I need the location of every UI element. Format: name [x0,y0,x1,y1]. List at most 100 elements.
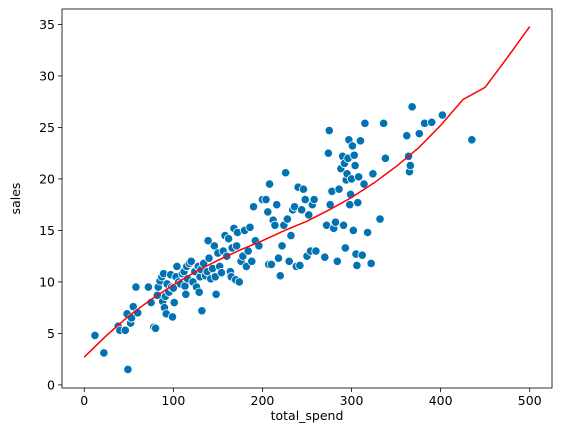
data-point [204,253,214,263]
data-point [304,210,314,220]
data-point [345,200,355,210]
data-point [197,306,207,316]
data-point [194,287,204,297]
fit-line [83,26,531,358]
data-point [300,194,310,205]
data-point [281,168,291,178]
data-point [261,194,271,205]
data-point [311,246,321,256]
y-tick-label: 20 [39,171,55,186]
data-point [405,160,415,171]
data-point [245,222,255,232]
data-point [284,256,294,266]
data-point [298,184,309,194]
data-point [402,131,412,141]
data-point [150,323,161,333]
x-axis-label: total_spend [271,408,344,423]
y-axis-label: sales [8,183,23,215]
data-point [467,135,477,145]
data-point [334,184,344,194]
data-point [349,150,359,160]
data-point [297,205,307,215]
data-point [209,241,219,251]
data-point [272,200,282,210]
y-tick-label: 10 [39,274,55,289]
data-point [270,220,280,230]
data-point [354,172,364,182]
data-point [90,330,100,341]
data-point [99,348,109,358]
data-point [286,230,296,241]
data-point [263,207,273,217]
y-tick-label: 25 [39,120,55,135]
data-point [282,214,292,224]
data-point [128,302,138,312]
data-point [131,282,141,292]
x-tick-label: 200 [251,393,275,408]
data-point [323,148,333,158]
data-point [224,234,234,244]
data-point [366,258,376,268]
y-tick-label: 30 [39,68,55,83]
data-point [324,125,334,136]
data-point [181,289,191,299]
data-point [277,241,287,251]
data-point [332,256,342,266]
data-point [172,261,182,272]
data-point [216,268,227,278]
data-point [427,117,437,127]
data-point [407,102,417,112]
x-tick-label: 0 [80,393,88,408]
x-tick-label: 100 [161,393,185,408]
data-point [123,364,133,375]
data-point [359,179,369,189]
data-point [330,217,341,227]
data-point [320,252,330,262]
data-point [273,253,284,263]
data-point [350,160,360,171]
data-point [437,110,448,120]
data-point [348,225,358,236]
data-point [211,289,221,299]
plot-area [83,26,531,375]
data-point [352,260,362,271]
data-point [203,236,213,246]
data-point [357,250,367,260]
data-point [355,136,366,146]
data-point [340,243,350,253]
data-point [264,179,275,189]
x-tick-label: 500 [518,393,542,408]
data-point [247,256,257,266]
x-tick-label: 400 [429,393,453,408]
data-point [368,169,378,179]
axes: 0 100 200 300 400 500 0 5 10 15 20 25 30 35 [39,8,553,408]
data-point [379,118,389,128]
data-point [248,202,259,212]
data-point [275,271,285,281]
data-point [295,260,305,271]
x-tick-label: 300 [340,393,364,408]
data-point [234,277,244,287]
y-tick-label: 5 [47,326,55,341]
y-tick-label: 0 [47,377,55,392]
data-point [232,241,242,251]
data-point [362,227,373,238]
y-tick-label: 35 [39,17,55,32]
data-point [338,220,349,230]
data-point [360,118,370,128]
data-point [380,153,390,163]
data-point [414,129,424,139]
data-point [186,256,196,266]
data-point [169,297,179,308]
data-point [120,325,130,335]
data-point [143,282,154,292]
data-point [375,214,385,224]
data-point [309,194,319,205]
y-tick-label: 15 [39,223,55,238]
data-point [347,141,358,151]
data-point [266,259,276,270]
axes-frame [61,8,553,389]
data-point [167,312,178,322]
data-point [353,198,363,208]
